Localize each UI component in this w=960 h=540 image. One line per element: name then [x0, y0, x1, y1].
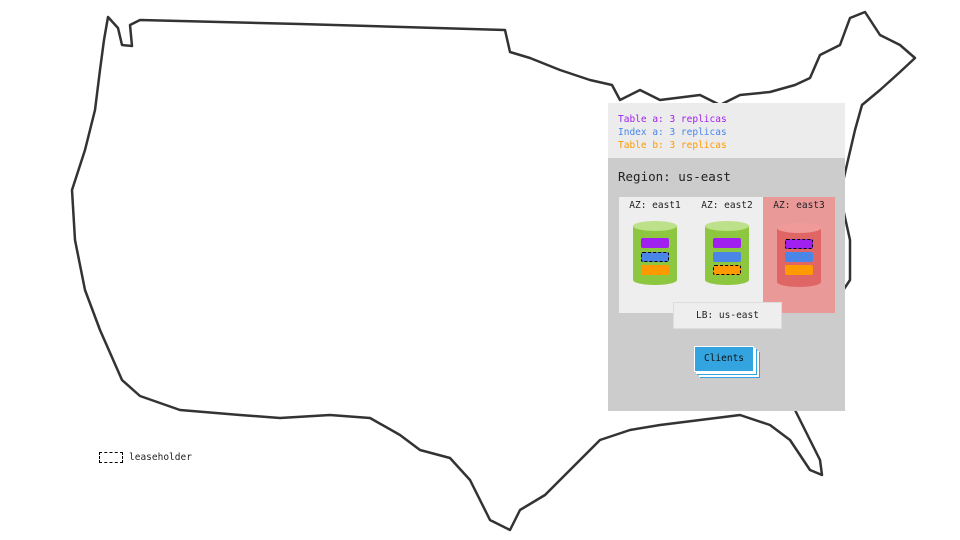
az-label: AZ: east1 — [629, 200, 681, 211]
region-us-east: Region: us-east AZ: east1 AZ: east2 AZ: … — [608, 158, 845, 411]
legend-table-b: Table b: 3 replicas — [618, 140, 727, 151]
replica-table-b — [641, 265, 669, 275]
az-label: AZ: east3 — [773, 200, 825, 211]
az-east3: AZ: east3 — [763, 197, 835, 313]
leaseholder-key: leaseholder — [99, 452, 192, 463]
region-title: Region: us-east — [618, 169, 731, 184]
az-label: AZ: east2 — [701, 200, 753, 211]
replica-table-a-leaseholder — [785, 239, 813, 249]
clients-stack: Clients — [694, 346, 754, 372]
az-east2: AZ: east2 — [691, 197, 763, 313]
replica-legend: Table a: 3 replicas Index a: 3 replicas … — [608, 103, 845, 158]
replica-table-a — [713, 238, 741, 248]
replica-table-a — [641, 238, 669, 248]
az-east1: AZ: east1 — [619, 197, 691, 313]
replica-table-b — [785, 265, 813, 275]
legend-table-a: Table a: 3 replicas — [618, 114, 727, 125]
replica-index-a-leaseholder — [641, 252, 669, 262]
replica-index-a — [713, 252, 741, 262]
legend-index-a: Index a: 3 replicas — [618, 127, 727, 138]
dashed-box-icon — [99, 452, 123, 463]
load-balancer: LB: us-east — [673, 302, 782, 329]
replica-index-a — [785, 252, 813, 262]
replica-table-b-leaseholder — [713, 265, 741, 275]
leaseholder-label: leaseholder — [129, 452, 192, 463]
